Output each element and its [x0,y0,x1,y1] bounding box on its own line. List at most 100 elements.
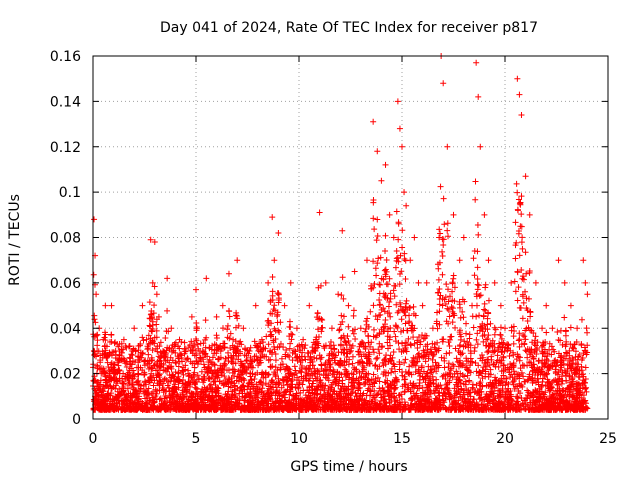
roti-noise-point [482,284,489,291]
roti-noise-point [97,377,104,384]
roti-noise-point [156,396,163,403]
roti-noise-point [473,368,480,375]
roti-noise-point [128,365,135,372]
roti-noise-point [470,324,477,331]
roti-noise-point [388,365,395,372]
roti-noise-point [471,248,478,255]
roti-noise-point [439,236,446,243]
roti-noise-point [558,373,565,380]
roti-noise-point [568,376,575,383]
roti-noise-point [381,379,388,386]
roti-noise-point [370,215,377,222]
roti-noise-point [151,377,158,384]
roti-noise-point [385,345,392,352]
roti-noise-point [118,349,125,356]
roti-noise-point [405,335,412,342]
roti-noise-point [393,301,400,308]
roti-noise-point [296,342,303,349]
roti-noise-point [403,297,410,304]
roti-noise-point [352,326,359,333]
roti-noise-point [410,310,417,317]
roti-noise-point [472,406,479,413]
roti-noise-point [437,230,444,237]
roti-noise-point [520,400,527,407]
roti-noise-point [539,375,546,382]
roti-noise-point [208,374,215,381]
roti-noise-point [309,362,316,369]
roti-noise-point [449,361,456,368]
roti-noise-point [386,396,393,403]
roti-noise-point [573,365,580,372]
roti-noise-point [543,396,550,403]
roti-noise-point [530,394,537,401]
roti-noise-point [445,298,452,305]
roti-noise-point [488,353,495,360]
roti-noise-point [179,367,186,374]
roti-noise-point [287,378,294,385]
roti-noise-point [106,400,113,407]
roti-noise-point [482,373,489,380]
roti-noise-point [259,381,266,388]
roti-noise-point [241,402,248,409]
roti-noise-point [395,392,402,399]
roti-noise-point [112,369,119,376]
roti-noise-point [229,369,236,376]
roti-noise-point [110,384,117,391]
roti-noise-point [529,364,536,371]
roti-noise-point [479,406,486,413]
roti-noise-point [399,406,406,413]
roti-noise-point [193,325,200,332]
roti-noise-point [578,371,585,378]
roti-noise-point [233,309,240,316]
roti-noise-point [268,331,275,338]
roti-noise-point [376,350,383,357]
roti-noise-point [217,365,224,372]
roti-noise-point [457,336,464,343]
roti-noise-point [503,379,510,386]
roti-noise-point [258,371,265,378]
roti-noise-point [360,366,367,373]
roti-noise-point [439,252,446,259]
roti-noise-point [94,342,101,349]
roti-noise-point [351,399,358,406]
roti-noise-point [372,313,379,320]
roti-noise-point [241,377,248,384]
roti-noise-point [384,295,391,302]
roti-noise-point [384,309,391,316]
roti-noise-point [374,366,381,373]
roti-noise-point [517,199,524,206]
roti-noise-point [392,338,399,345]
roti-noise-point [404,327,411,334]
roti-noise-point [504,347,511,354]
roti-noise-point [289,331,296,338]
roti-noise-point [337,398,344,405]
roti-noise-point [478,324,485,331]
roti-noise-point [563,341,570,348]
roti-noise-point [316,315,323,322]
roti-noise-point [229,392,236,399]
roti-noise-point [497,380,504,387]
roti-noise-point [540,342,547,349]
roti-noise-point [225,354,232,361]
roti-noise-point [519,383,526,390]
roti-noise-point [176,345,183,352]
roti-noise-point [236,390,243,397]
roti-noise-point [372,361,379,368]
roti-noise-point [435,382,442,389]
roti-noise-point [280,389,287,396]
roti-noise-point [453,355,460,362]
roti-noise-point [470,255,477,262]
roti-noise-point [508,396,515,403]
roti-noise-point [288,336,295,343]
roti-noise-point [381,403,388,410]
roti-noise-point [176,378,183,385]
roti-noise-point [251,375,258,382]
roti-noise-point [243,357,250,364]
roti-noise-point [90,271,97,278]
roti-noise-point [419,384,426,391]
roti-noise-point [247,354,254,361]
roti-noise-point [193,379,200,386]
roti-noise-point [387,324,394,331]
roti-noise-point [518,193,525,200]
roti-noise-point [256,379,263,386]
